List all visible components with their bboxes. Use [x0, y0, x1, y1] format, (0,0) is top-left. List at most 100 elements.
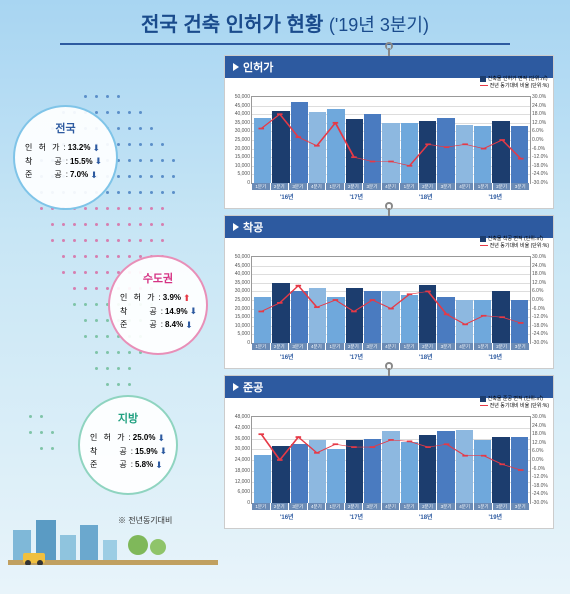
x-tick: 1분기 [474, 343, 493, 350]
chart-body: 50,00045,00040,00035,00030,00025,00020,0… [225, 78, 553, 208]
year-label: '19년 [461, 512, 531, 521]
bar [511, 126, 528, 183]
x-tick: 4분기 [382, 183, 401, 190]
bar [254, 297, 271, 343]
bar [364, 439, 381, 504]
year-axis: '16년'17년'18년'19년 [252, 512, 530, 521]
x-tick: 4분기 [308, 503, 327, 510]
bar [401, 295, 418, 343]
year-label: '19년 [461, 352, 531, 361]
x-tick: 4분기 [382, 503, 401, 510]
x-tick: 2분기 [271, 183, 290, 190]
region-stat: 준 공 : 8.4% ⬇ [120, 319, 196, 333]
x-tick: 4분기 [308, 183, 327, 190]
x-tick: 3분기 [363, 343, 382, 350]
bar [401, 442, 418, 503]
region-stat: 인 허 가 : 3.9% ⬆ [120, 292, 196, 306]
bar [511, 437, 528, 503]
region-box-2: 지방인 허 가 : 25.0% ⬇착 공 : 15.9% ⬇준 공 : 5.8%… [78, 395, 178, 495]
bar [492, 437, 509, 503]
x-tick: 2분기 [345, 343, 364, 350]
year-label: '18년 [391, 512, 461, 521]
x-tick: 4분기 [456, 343, 475, 350]
region-stat: 준 공 : 5.8% ⬇ [90, 459, 166, 473]
year-label: '16년 [252, 192, 322, 201]
plot-area: 50,00045,00040,00035,00030,00025,00020,0… [251, 256, 531, 344]
chart-body: 48,00042,00036,00030,00024,00018,00012,0… [225, 398, 553, 528]
bar [346, 440, 363, 503]
bar [437, 118, 454, 183]
bar [364, 114, 381, 183]
bar [272, 283, 289, 343]
region-stat: 착 공 : 15.9% ⬇ [90, 445, 166, 459]
bars [252, 257, 530, 343]
charts-panel: 인허가건축물 인허가 면적 (단위:㎡)전년 동기대비 비율 (단위:%)50,… [224, 55, 554, 565]
bar [511, 300, 528, 343]
bar [474, 440, 491, 503]
chart-title: 인허가 [225, 56, 553, 78]
region-name: 수도권 [120, 271, 196, 288]
x-axis: 1분기2분기3분기4분기1분기2분기3분기4분기1분기2분기3분기4분기1분기2… [252, 503, 530, 510]
region-stat: 착 공 : 14.9% ⬇ [120, 305, 196, 319]
bar [309, 288, 326, 343]
region-box-1: 수도권인 허 가 : 3.9% ⬆착 공 : 14.9% ⬇준 공 : 8.4%… [108, 255, 208, 355]
chart-body: 50,00045,00040,00035,00030,00025,00020,0… [225, 238, 553, 368]
x-tick: 1분기 [326, 503, 345, 510]
bar [327, 297, 344, 343]
bar [419, 121, 436, 183]
bars [252, 417, 530, 503]
bar [291, 291, 308, 343]
x-tick: 2분기 [419, 183, 438, 190]
plot-area: 48,00042,00036,00030,00024,00018,00012,0… [251, 416, 531, 504]
bar [382, 291, 399, 343]
chart-title: 착공 [225, 216, 553, 238]
region-name: 전국 [25, 121, 106, 138]
bar [309, 440, 326, 503]
korea-map: 전국인 허 가 : 13.2% ⬇착 공 : 15.5% ⬇준 공 : 7.0%… [8, 55, 218, 565]
x-tick: 2분기 [271, 503, 290, 510]
bar [492, 291, 509, 343]
region-stat: 착 공 : 15.5% ⬇ [25, 155, 106, 169]
x-tick: 3분기 [437, 183, 456, 190]
bar [309, 112, 326, 183]
chart-인허가: 인허가건축물 인허가 면적 (단위:㎡)전년 동기대비 비율 (단위:%)50,… [224, 55, 554, 209]
x-tick: 4분기 [382, 343, 401, 350]
bar [419, 435, 436, 503]
content-area: 전국인 허 가 : 13.2% ⬇착 공 : 15.5% ⬇준 공 : 7.0%… [0, 49, 570, 571]
year-axis: '16년'17년'18년'19년 [252, 352, 530, 361]
bars [252, 97, 530, 183]
arrow-icon [233, 383, 239, 391]
x-tick: 1분기 [252, 183, 271, 190]
bar [291, 444, 308, 503]
x-tick: 3분기 [511, 503, 530, 510]
arrow-icon [233, 223, 239, 231]
region-stat: 인 허 가 : 13.2% ⬇ [25, 142, 106, 156]
x-tick: 4분기 [456, 183, 475, 190]
x-tick: 3분기 [437, 343, 456, 350]
bar [346, 119, 363, 183]
year-label: '19년 [461, 192, 531, 201]
bar [437, 431, 454, 503]
year-label: '18년 [391, 192, 461, 201]
x-tick: 2분기 [493, 503, 512, 510]
bar [327, 449, 344, 503]
bar [456, 430, 473, 503]
left-panel: 전국인 허 가 : 13.2% ⬇착 공 : 15.5% ⬇준 공 : 7.0%… [8, 55, 218, 565]
x-tick: 3분기 [289, 503, 308, 510]
x-tick: 1분기 [474, 503, 493, 510]
x-tick: 3분기 [363, 183, 382, 190]
x-tick: 2분기 [493, 343, 512, 350]
bar [291, 102, 308, 183]
bar [456, 125, 473, 183]
bar [456, 300, 473, 343]
x-tick: 2분기 [271, 343, 290, 350]
x-tick: 2분기 [493, 183, 512, 190]
bar [401, 123, 418, 183]
x-tick: 1분기 [326, 343, 345, 350]
bar [474, 300, 491, 343]
region-stat: 인 허 가 : 25.0% ⬇ [90, 432, 166, 446]
header-divider [60, 43, 510, 45]
bar [419, 285, 436, 343]
x-tick: 3분기 [363, 503, 382, 510]
chart-준공: 준공건축물 준공 면적 (단위:㎡)전년 동기대비 비율 (단위:%)48,00… [224, 375, 554, 529]
